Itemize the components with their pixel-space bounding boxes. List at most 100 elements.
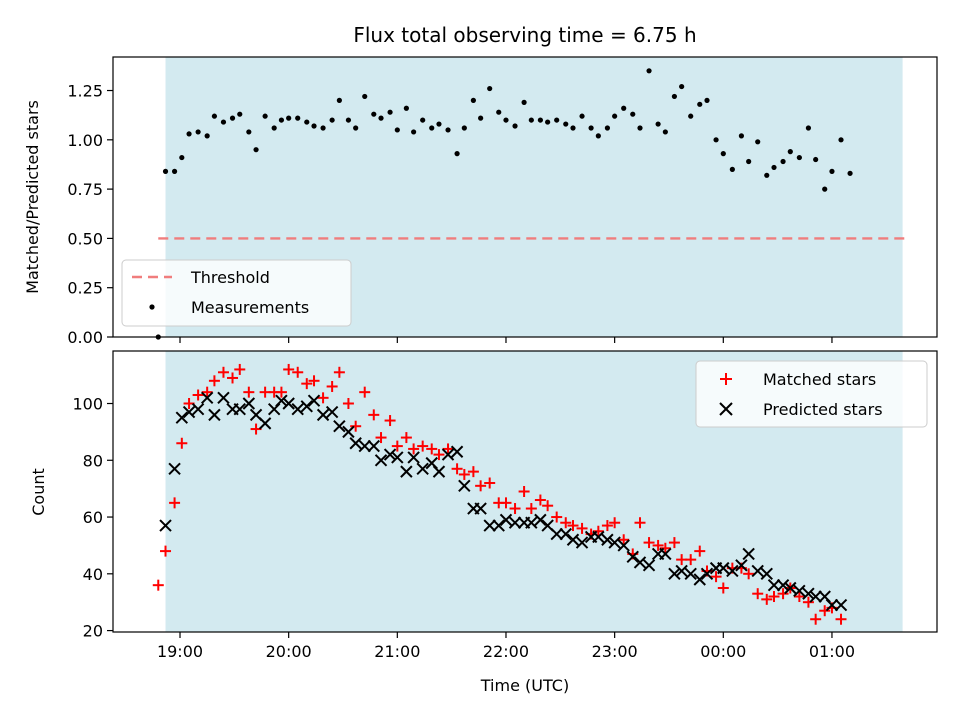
- predicted-point: [675, 564, 688, 578]
- top-y-tick-label: 0.00: [67, 328, 103, 347]
- matched-point: [384, 415, 396, 427]
- measurement-point: [579, 113, 585, 119]
- measurement-point: [253, 147, 259, 153]
- predicted-point: [400, 465, 413, 478]
- matched-point: [292, 366, 304, 378]
- bottom-y-tick-label: 60: [83, 508, 103, 527]
- predicted-point: [550, 527, 563, 541]
- predicted-point: [367, 439, 380, 453]
- matched-point: [761, 593, 773, 605]
- top-y-axis-label: Matched/Predicted stars: [23, 100, 42, 294]
- measurement-point: [353, 125, 359, 131]
- legend-predicted-swatch: [719, 402, 733, 416]
- measurement-point: [336, 97, 342, 103]
- matched-point: [333, 366, 345, 378]
- measurement-point: [604, 125, 611, 131]
- predicted-point: [742, 547, 755, 561]
- measurement-point: [545, 119, 551, 125]
- legend-measurements-swatch: [149, 304, 155, 310]
- measurement-point: [713, 137, 719, 143]
- measurement-point: [186, 131, 192, 137]
- predicted-point: [291, 402, 304, 416]
- measurement-point: [570, 125, 576, 131]
- matched-point: [283, 363, 295, 375]
- matched-point: [326, 380, 338, 392]
- measurement-point: [403, 105, 409, 111]
- legend-matched-swatch: [720, 373, 732, 385]
- matched-point: [183, 398, 195, 410]
- matched-point: [160, 545, 172, 557]
- predicted-point: [760, 567, 773, 581]
- matched-point: [368, 409, 380, 421]
- measurement-point: [612, 113, 618, 119]
- measurement-point: [537, 117, 543, 123]
- predicted-point: [200, 391, 214, 405]
- x-tick-label: 00:00: [700, 642, 746, 661]
- matched-point: [500, 497, 512, 509]
- measurement-point: [237, 111, 243, 117]
- measurement-point: [621, 105, 627, 111]
- matched-point: [534, 494, 546, 506]
- matched-point: [359, 386, 371, 398]
- measurement-point: [588, 125, 594, 131]
- measurement-point: [311, 123, 317, 129]
- predicted-point: [617, 539, 630, 552]
- matched-point: [308, 375, 320, 387]
- measurement-point: [420, 117, 426, 123]
- measurement-point: [179, 154, 185, 161]
- measurement-point: [771, 164, 777, 171]
- predicted-point: [784, 581, 797, 595]
- predicted-point: [233, 402, 246, 416]
- matched-point: [417, 440, 429, 452]
- measurement-point: [796, 154, 802, 161]
- bottom-y-tick-label: 40: [83, 565, 103, 584]
- matched-point: [169, 497, 181, 509]
- predicted-point: [416, 462, 429, 476]
- measurement-point: [646, 68, 652, 74]
- predicted-point: [325, 405, 339, 419]
- matched-point: [802, 596, 814, 608]
- matched-point: [442, 443, 454, 455]
- predicted-point: [717, 561, 730, 575]
- matched-point: [301, 378, 313, 390]
- measurement-point: [503, 117, 509, 123]
- x-tick-label: 22:00: [483, 642, 529, 661]
- measurement-point: [387, 109, 393, 115]
- matched-point: [793, 591, 805, 603]
- measurement-point: [394, 127, 400, 133]
- matched-point: [634, 517, 646, 529]
- predicted-point: [499, 513, 513, 527]
- measurements-series: [155, 68, 853, 340]
- top-y-tick-label: 1.25: [67, 82, 103, 101]
- measurement-point: [345, 117, 352, 123]
- matched-point: [152, 579, 164, 591]
- matched-point: [743, 568, 755, 580]
- top-y-tick-label: 0.25: [67, 279, 103, 298]
- measurement-point: [637, 125, 643, 131]
- top-panel: Flux total observing time = 6.75 h 0.000…: [23, 23, 938, 347]
- matched-point: [668, 537, 680, 549]
- measurement-point: [729, 166, 735, 172]
- measurement-point: [662, 129, 668, 135]
- top-legend-box: [121, 259, 352, 327]
- predicted-point: [809, 590, 822, 603]
- measurement-point: [755, 139, 761, 145]
- predicted-point: [802, 587, 815, 600]
- matched-point: [375, 432, 387, 444]
- matched-point: [275, 386, 287, 398]
- measurement-point: [630, 111, 636, 117]
- measurement-point: [454, 151, 460, 157]
- matched-point: [458, 468, 470, 480]
- measurement-point: [246, 129, 252, 135]
- top-y-tick-label: 0.50: [67, 229, 103, 248]
- matched-point: [717, 582, 729, 594]
- matched-point: [176, 437, 188, 449]
- measurement-point: [813, 156, 819, 163]
- measurement-point: [286, 115, 292, 121]
- measurement-point: [436, 121, 442, 127]
- measurement-point: [528, 117, 534, 123]
- measurement-point: [679, 83, 685, 90]
- measurement-point: [371, 111, 377, 117]
- legend-predicted-label: Predicted stars: [763, 400, 883, 419]
- predicted-point: [508, 516, 522, 529]
